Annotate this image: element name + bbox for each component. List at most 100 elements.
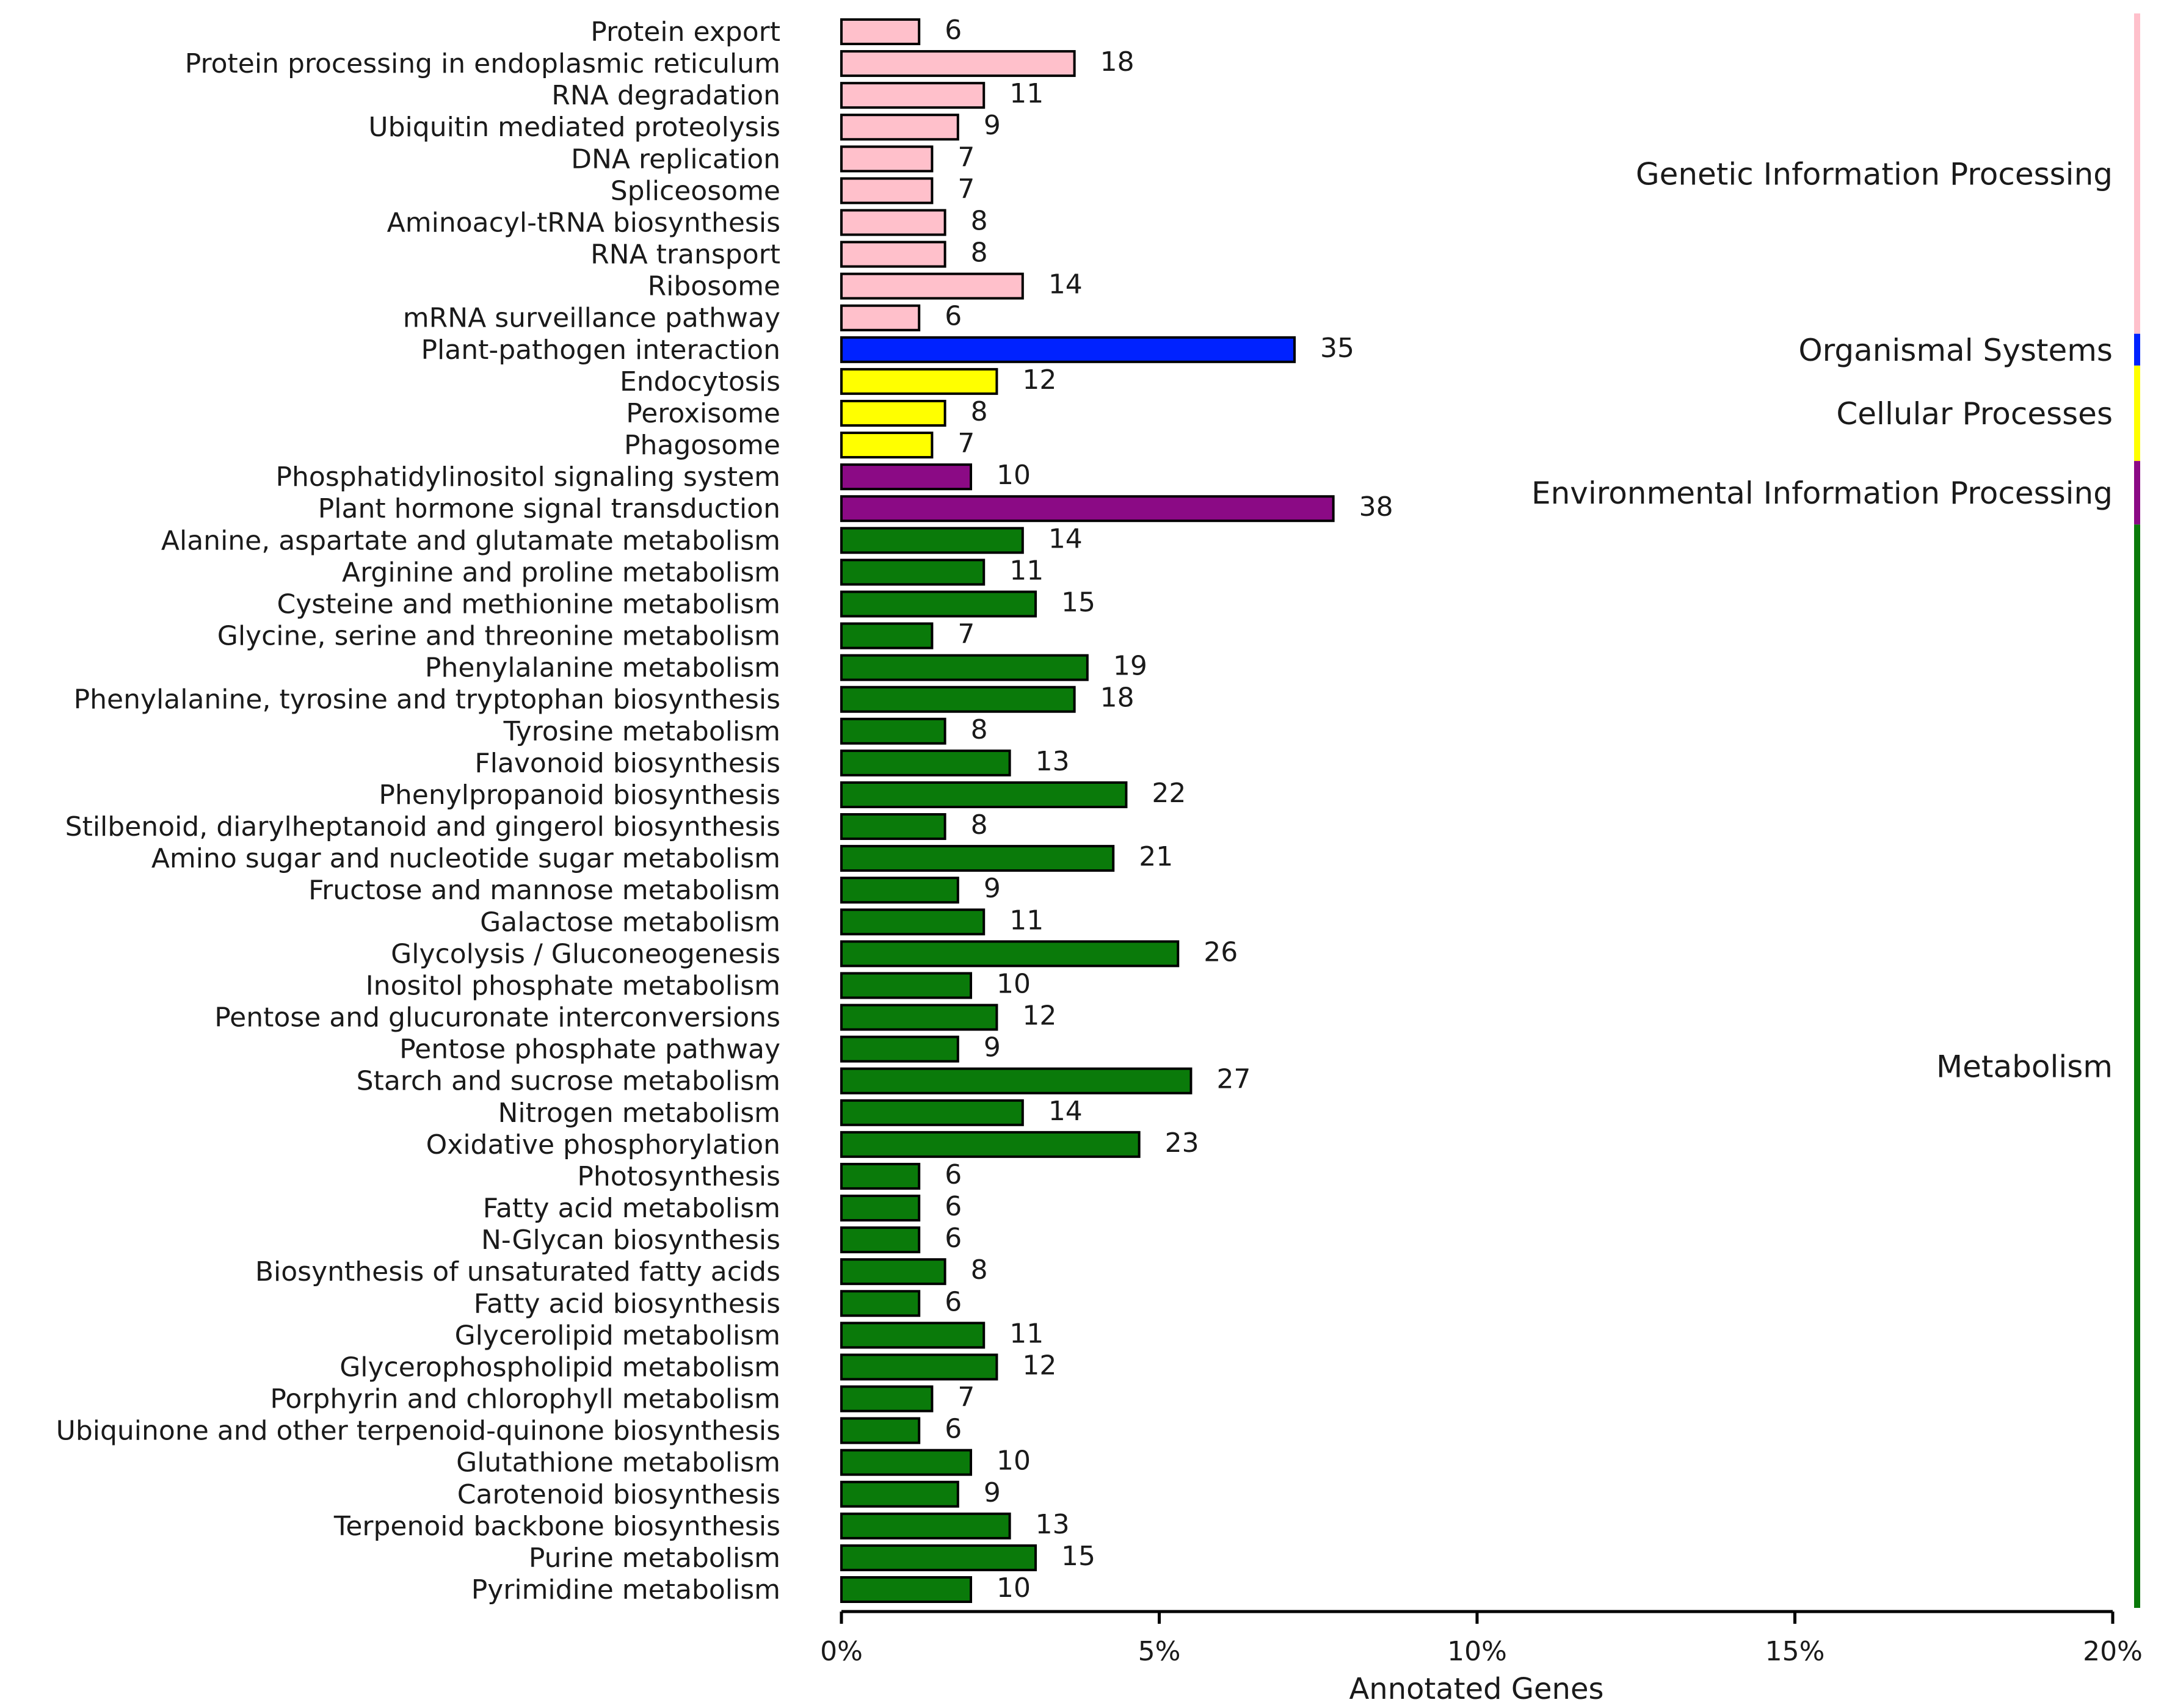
category-label-fructose-and-mannose-metabolism: Fructose and mannose metabolism: [308, 875, 780, 906]
category-label-terpenoid-backbone-biosynthesis: Terpenoid backbone biosynthesis: [333, 1511, 780, 1542]
value-label-stilbenoid-diarylheptanoid-and-gingerol-biosynthesis: 8: [971, 809, 988, 841]
bar-pyrimidine-metabolism: [840, 1576, 973, 1603]
bar-phagosome: [840, 432, 934, 459]
category-label-rna-transport: RNA transport: [590, 239, 780, 270]
bar-inositol-phosphate-metabolism: [840, 972, 973, 999]
group-label-cellular-processes: Cellular Processes: [1836, 396, 2113, 432]
category-label-plant-pathogen-interaction: Plant-pathogen interaction: [421, 335, 780, 366]
bar-mrna-surveillance-pathway: [840, 304, 921, 331]
bar-plant-pathogen-interaction: [840, 336, 1296, 363]
value-label-endocytosis: 12: [1022, 364, 1056, 396]
bar-rna-degradation: [840, 82, 986, 109]
value-label-cysteine-and-methionine-metabolism: 15: [1061, 587, 1095, 618]
bar-terpenoid-backbone-biosynthesis: [840, 1512, 1011, 1540]
value-labels: 6181197788146351287103814111571918813228…: [945, 15, 1393, 1604]
category-label-inositol-phosphate-metabolism: Inositol phosphate metabolism: [366, 970, 780, 1001]
value-label-photosynthesis: 6: [945, 1159, 962, 1190]
value-label-starch-and-sucrose-metabolism: 27: [1216, 1064, 1251, 1095]
category-label-phagosome: Phagosome: [624, 430, 780, 461]
bar-stilbenoid-diarylheptanoid-and-gingerol-biosynthesis: [840, 813, 946, 841]
category-label-tyrosine-metabolism: Tyrosine metabolism: [503, 716, 780, 747]
category-label-stilbenoid-diarylheptanoid-and-gingerol-biosynthesis: Stilbenoid, diarylheptanoid and gingerol…: [65, 811, 780, 842]
bar-phenylalanine-tyrosine-and-tryptophan-biosynthesis: [840, 686, 1076, 713]
category-label-glycolysis-gluconeogenesis: Glycolysis / Gluconeogenesis: [391, 938, 780, 969]
value-label-peroxisome: 8: [971, 396, 988, 427]
category-label-oxidative-phosphorylation: Oxidative phosphorylation: [426, 1129, 780, 1160]
value-label-n-glycan-biosynthesis: 6: [945, 1223, 962, 1254]
category-label-arginine-and-proline-metabolism: Arginine and proline metabolism: [342, 557, 780, 588]
group-label-environmental-information-processing: Environmental Information Processing: [1531, 476, 2113, 511]
category-label-phenylalanine-tyrosine-and-tryptophan-biosynthesis: Phenylalanine, tyrosine and tryptophan b…: [74, 684, 780, 715]
bar-glycerolipid-metabolism: [840, 1322, 986, 1349]
bar-tyrosine-metabolism: [840, 717, 946, 745]
category-label-carotenoid-biosynthesis: Carotenoid biosynthesis: [457, 1479, 780, 1510]
category-label-alanine-aspartate-and-glutamate-metabolism: Alanine, aspartate and glutamate metabol…: [161, 525, 780, 556]
category-label-endocytosis: Endocytosis: [620, 366, 780, 397]
bar-starch-and-sucrose-metabolism: [840, 1067, 1193, 1095]
category-label-porphyrin-and-chlorophyll-metabolism: Porphyrin and chlorophyll metabolism: [270, 1384, 780, 1415]
value-label-mrna-surveillance-pathway: 6: [945, 301, 962, 332]
value-label-fructose-and-mannose-metabolism: 9: [984, 873, 1001, 904]
category-label-spliceosome: Spliceosome: [611, 175, 780, 206]
bars-layer: [840, 18, 1335, 1603]
bar-carotenoid-biosynthesis: [840, 1480, 959, 1508]
x-tick-label: 5%: [1138, 1636, 1181, 1667]
value-label-alanine-aspartate-and-glutamate-metabolism: 14: [1048, 523, 1083, 554]
category-label-pyrimidine-metabolism: Pyrimidine metabolism: [471, 1574, 780, 1605]
category-label-glycerophospholipid-metabolism: Glycerophospholipid metabolism: [339, 1352, 780, 1383]
value-label-biosynthesis-of-unsaturated-fatty-acids: 8: [971, 1254, 988, 1286]
value-label-amino-sugar-and-nucleotide-sugar-metabolism: 21: [1139, 841, 1173, 872]
category-label-aminoacyl-trna-biosynthesis: Aminoacyl-tRNA biosynthesis: [387, 207, 780, 238]
value-label-glycolysis-gluconeogenesis: 26: [1204, 936, 1238, 968]
category-label-peroxisome: Peroxisome: [626, 398, 780, 429]
value-label-galactose-metabolism: 11: [1009, 905, 1044, 936]
category-label-phenylalanine-metabolism: Phenylalanine metabolism: [425, 653, 780, 684]
bar-n-glycan-biosynthesis: [840, 1226, 921, 1254]
category-label-ubiquinone-and-other-terpenoid-quinone-biosynthesis: Ubiquinone and other terpenoid-quinone b…: [56, 1416, 780, 1447]
bar-biosynthesis-of-unsaturated-fatty-acids: [840, 1258, 946, 1286]
value-label-porphyrin-and-chlorophyll-metabolism: 7: [957, 1382, 975, 1413]
category-label-fatty-acid-biosynthesis: Fatty acid biosynthesis: [474, 1288, 780, 1319]
bar-ubiquitin-mediated-proteolysis: [840, 114, 959, 141]
bar-flavonoid-biosynthesis: [840, 749, 1011, 776]
value-label-phenylalanine-metabolism: 19: [1113, 651, 1147, 682]
category-label-cysteine-and-methionine-metabolism: Cysteine and methionine metabolism: [277, 588, 780, 620]
value-label-nitrogen-metabolism: 14: [1048, 1096, 1083, 1127]
bar-plant-hormone-signal-transduction: [840, 495, 1335, 523]
value-label-ubiquitin-mediated-proteolysis: 9: [984, 110, 1001, 141]
category-label-protein-processing-in-endoplasmic-reticulum: Protein processing in endoplasmic reticu…: [185, 48, 780, 79]
bar-fatty-acid-metabolism: [840, 1195, 921, 1222]
bar-glycerophospholipid-metabolism: [840, 1353, 998, 1381]
value-label-glycerophospholipid-metabolism: 12: [1022, 1350, 1056, 1381]
group-label-organismal-systems: Organismal Systems: [1798, 333, 2113, 368]
bar-aminoacyl-trna-biosynthesis: [840, 209, 946, 236]
value-label-oxidative-phosphorylation: 23: [1165, 1127, 1199, 1159]
bar-phosphatidylinositol-signaling-system: [840, 463, 973, 491]
bar-ubiquinone-and-other-terpenoid-quinone-biosynthesis: [840, 1417, 921, 1444]
category-label-photosynthesis: Photosynthesis: [577, 1161, 780, 1192]
value-label-pentose-and-glucuronate-interconversions: 12: [1022, 1001, 1056, 1032]
category-label-pentose-and-glucuronate-interconversions: Pentose and glucuronate interconversions: [214, 1002, 780, 1033]
x-tick-label: 0%: [820, 1636, 863, 1667]
x-axis: 0% 5% 10% 15% 20%: [820, 1610, 2143, 1667]
category-label-ubiquitin-mediated-proteolysis: Ubiquitin mediated proteolysis: [368, 112, 780, 143]
value-label-tyrosine-metabolism: 8: [971, 714, 988, 745]
category-label-purine-metabolism: Purine metabolism: [529, 1543, 780, 1574]
value-label-protein-processing-in-endoplasmic-reticulum: 18: [1100, 46, 1135, 78]
bar-amino-sugar-and-nucleotide-sugar-metabolism: [840, 845, 1115, 872]
bar-peroxisome: [840, 399, 946, 427]
value-label-rna-degradation: 11: [1009, 78, 1044, 109]
bar-photosynthesis: [840, 1162, 921, 1190]
bar-fatty-acid-biosynthesis: [840, 1290, 921, 1317]
value-label-terpenoid-backbone-biosynthesis: 13: [1036, 1509, 1070, 1540]
value-label-arginine-and-proline-metabolism: 11: [1009, 555, 1044, 586]
bar-arginine-and-proline-metabolism: [840, 559, 986, 586]
category-label-n-glycan-biosynthesis: N-Glycan biosynthesis: [481, 1225, 780, 1256]
value-label-carotenoid-biosynthesis: 9: [984, 1477, 1001, 1508]
category-label-fatty-acid-metabolism: Fatty acid metabolism: [483, 1193, 780, 1224]
value-label-plant-hormone-signal-transduction: 38: [1359, 491, 1393, 523]
bar-phenylalanine-metabolism: [840, 654, 1089, 681]
value-label-ribosome: 14: [1048, 269, 1083, 300]
